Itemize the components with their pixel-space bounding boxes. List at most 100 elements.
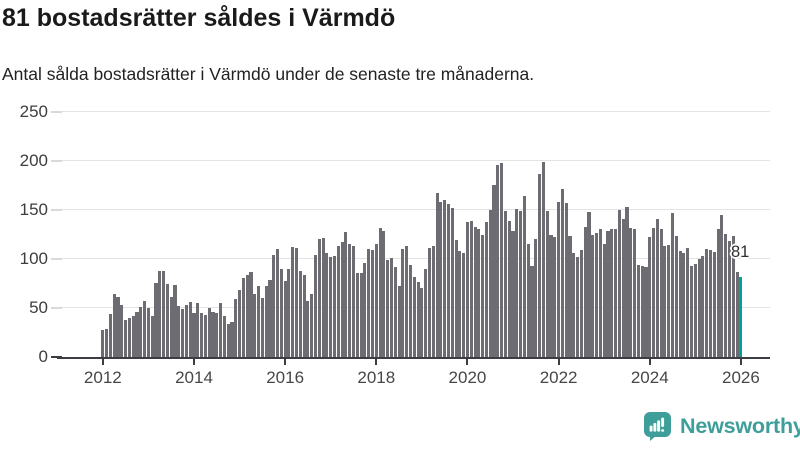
y-axis-tick bbox=[51, 356, 62, 358]
bar bbox=[431, 246, 435, 357]
x-axis-tick bbox=[557, 359, 560, 365]
bar bbox=[401, 248, 405, 357]
bar bbox=[397, 286, 401, 357]
y-axis-tick bbox=[51, 306, 62, 309]
x-axis-line bbox=[57, 356, 770, 360]
bar bbox=[636, 264, 640, 357]
bar bbox=[549, 235, 553, 357]
y-axis-tick bbox=[51, 208, 62, 211]
bar bbox=[408, 264, 413, 357]
bar bbox=[724, 234, 728, 357]
bar bbox=[492, 185, 496, 357]
bar bbox=[545, 210, 549, 357]
bar bbox=[340, 242, 344, 357]
bar bbox=[625, 206, 629, 357]
bar bbox=[557, 201, 561, 357]
y-axis-tick bbox=[51, 110, 62, 113]
bar bbox=[272, 254, 276, 357]
bar bbox=[158, 270, 162, 357]
bar bbox=[351, 246, 356, 357]
gridline bbox=[57, 258, 770, 260]
bar bbox=[127, 317, 131, 357]
x-axis-tick bbox=[466, 359, 469, 365]
bar bbox=[382, 231, 386, 357]
bar bbox=[678, 250, 682, 357]
bar bbox=[124, 319, 128, 357]
bar bbox=[283, 281, 287, 357]
y-axis-tick-label: 100 bbox=[19, 248, 48, 268]
bar bbox=[230, 321, 234, 357]
bar bbox=[617, 209, 621, 357]
bar bbox=[257, 286, 261, 357]
chart-subtitle: Antal sålda bostadsrätter i Värmdö under… bbox=[2, 64, 535, 84]
bar bbox=[139, 306, 143, 357]
bar bbox=[154, 283, 158, 357]
bar bbox=[568, 236, 572, 357]
bar bbox=[465, 222, 469, 357]
last-value-label: 81 bbox=[731, 243, 750, 261]
bar bbox=[302, 275, 306, 357]
bar bbox=[640, 265, 644, 357]
x-axis-tick-label: 2020 bbox=[448, 368, 487, 387]
bar bbox=[420, 288, 424, 357]
bar bbox=[587, 211, 591, 357]
bar bbox=[370, 249, 375, 357]
bar bbox=[674, 236, 678, 357]
bar bbox=[359, 272, 363, 357]
bar bbox=[530, 265, 534, 357]
bar bbox=[488, 209, 492, 357]
bar bbox=[112, 294, 116, 357]
bar bbox=[188, 302, 192, 357]
bar bbox=[427, 247, 432, 357]
bar bbox=[294, 247, 299, 357]
bar bbox=[629, 228, 633, 357]
bar bbox=[541, 161, 545, 357]
bar bbox=[663, 246, 667, 357]
bar bbox=[321, 238, 325, 357]
bar bbox=[131, 315, 135, 357]
x-axis-tick-label: 2016 bbox=[266, 368, 305, 387]
bar bbox=[720, 214, 724, 357]
bar bbox=[405, 246, 409, 357]
bar bbox=[276, 248, 280, 357]
bar bbox=[173, 285, 177, 357]
bar bbox=[503, 210, 507, 357]
bar bbox=[621, 218, 625, 357]
newsworthy-logo[interactable]: Newsworthy bbox=[643, 411, 800, 442]
bar bbox=[169, 297, 173, 357]
bar bbox=[591, 235, 595, 357]
y-axis-tick-label: 150 bbox=[19, 199, 48, 219]
bar bbox=[181, 308, 185, 357]
bar bbox=[583, 227, 587, 357]
bar bbox=[522, 195, 526, 357]
x-axis-tick-label: 2024 bbox=[630, 368, 669, 387]
bar bbox=[598, 229, 602, 357]
bar bbox=[268, 280, 272, 357]
bar bbox=[716, 229, 720, 357]
bar bbox=[200, 312, 204, 357]
bar bbox=[648, 237, 652, 357]
bar bbox=[279, 268, 283, 357]
x-axis-tick bbox=[648, 359, 651, 365]
bar bbox=[393, 266, 397, 357]
bar bbox=[526, 244, 530, 357]
bar bbox=[317, 239, 321, 357]
bar bbox=[727, 241, 732, 357]
bar bbox=[150, 315, 154, 357]
y-axis-tick-label: 250 bbox=[19, 101, 48, 121]
highlighted-bar bbox=[739, 277, 743, 357]
bar bbox=[462, 252, 466, 357]
bar bbox=[177, 305, 181, 357]
bar bbox=[374, 244, 378, 357]
bar bbox=[378, 228, 382, 357]
chart-title: 81 bostadsrätter såldes i Värmdö bbox=[2, 4, 396, 32]
bar bbox=[697, 258, 701, 357]
bar bbox=[101, 329, 105, 357]
bar bbox=[192, 312, 196, 357]
bar bbox=[222, 315, 226, 357]
bar bbox=[731, 236, 735, 357]
bar bbox=[367, 248, 371, 357]
bar bbox=[655, 218, 659, 357]
bar bbox=[336, 246, 340, 357]
